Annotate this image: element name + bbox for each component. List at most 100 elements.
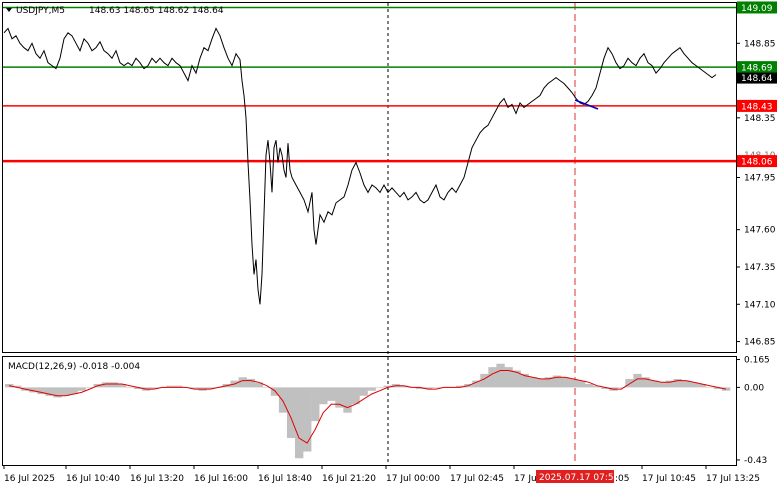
y-tick-label: 147.95 [744, 174, 776, 184]
macd-histogram-bar [415, 387, 425, 390]
macd-histogram-bar [101, 382, 111, 388]
macd-histogram-bar [45, 387, 54, 396]
macd-histogram-bar [488, 367, 497, 388]
macd-histogram-bar [673, 378, 682, 388]
price-panel-frame [2, 2, 737, 353]
macd-histogram-bar [625, 378, 634, 388]
macd-histogram-bar [254, 382, 264, 388]
x-tick-label: 16 Jul 18:40 [258, 474, 312, 484]
macd-histogram-bar [303, 387, 312, 452]
macd-histogram-bar [319, 387, 328, 405]
macd-histogram-bar [560, 377, 570, 388]
macd-histogram-bar [633, 373, 642, 388]
x-tick-label: 17 Jul 02:45 [450, 474, 504, 484]
macd-histogram-bar [496, 363, 505, 388]
ohlc-label: 148.63 148.65 148.62 148.64 [89, 6, 224, 16]
macd-histogram-bar [327, 387, 336, 401]
x-tick-partial: :05 [615, 474, 629, 484]
macd-histogram-bar [246, 378, 256, 388]
macd-histogram-bar [576, 380, 586, 388]
x-tick-label: 16 Jul 21:20 [322, 474, 376, 484]
y-tick-label: 147.35 [744, 263, 776, 273]
macd-histogram-bar [480, 373, 489, 388]
macd-histogram-bar [13, 385, 22, 388]
price-line [3, 27, 717, 305]
macd-histogram-bar [238, 377, 247, 388]
macd-histogram-bar [166, 385, 175, 388]
x-tick-label: 16 Jul 2025 [4, 474, 55, 484]
x-tick-label: 16 Jul 16:00 [194, 474, 248, 484]
macd-histogram-bar [456, 385, 465, 388]
level-label: 148.69 [741, 64, 773, 74]
macd-histogram-bar [174, 385, 183, 388]
macd-histogram-bar [713, 387, 723, 390]
macd-histogram-bar [585, 384, 594, 388]
macd-histogram-bar [552, 375, 562, 388]
macd-histogram-bar [61, 387, 70, 396]
macd-histogram-bar [472, 380, 481, 388]
macd-histogram-bar [399, 385, 409, 388]
macd-histogram-bar [278, 387, 288, 413]
y-tick-label: 147.60 [744, 226, 776, 236]
macd-histogram-bar [206, 387, 215, 390]
macd-histogram-bar [150, 387, 159, 390]
macd-histogram-bar [29, 387, 38, 393]
macd-tick-label: -0.43 [744, 456, 767, 466]
macd-histogram-bar [657, 382, 666, 388]
x-tick-label: 17 Jul 00:00 [386, 474, 440, 484]
crosshair-date-label: 2025.07.17 07:55 [539, 473, 619, 483]
y-tick-label: 148.85 [744, 39, 776, 49]
macd-histogram-bar [85, 387, 94, 388]
level-label: 148.43 [741, 102, 773, 112]
level-label: 149.09 [741, 4, 773, 14]
macd-histogram-bar [721, 387, 731, 391]
macd-histogram-bar [351, 387, 360, 405]
macd-histogram-bar [528, 377, 537, 388]
level-label-box [737, 1, 777, 14]
macd-title: MACD(12,26,9) -0.018 -0.004 [8, 362, 140, 372]
macd-histogram-bar [705, 387, 715, 388]
level-label-box [737, 155, 777, 168]
x-tick-label: 17 Jul 13:25 [706, 474, 760, 484]
macd-tick-label: 0.00 [744, 383, 764, 393]
macd-histogram-bar [117, 384, 127, 388]
macd-histogram-bar [375, 387, 384, 388]
level-label: 148.06 [741, 158, 773, 168]
macd-histogram-bar [536, 378, 546, 388]
macd-histogram-bar [544, 377, 554, 388]
macd-histogram-bar [343, 387, 352, 413]
trend-stroke [574, 99, 599, 110]
macd-histogram-bar [423, 387, 433, 390]
macd-histogram-bar [431, 387, 441, 388]
x-tick-label: 17 Jul [514, 474, 539, 484]
current-price-box [737, 72, 777, 84]
macd-signal-line [8, 370, 727, 444]
macd-histogram-bar [125, 387, 135, 388]
macd-histogram-bar [359, 387, 368, 396]
x-tick-label: 17 Jul 10:45 [642, 474, 696, 484]
macd-histogram-bar [689, 382, 699, 388]
macd-tick-label: 0.165 [744, 356, 770, 366]
macd-histogram-bar [383, 385, 392, 388]
chevron-down-icon[interactable] [6, 8, 12, 12]
y-tick-label: 146.85 [744, 338, 776, 348]
macd-histogram-bar [37, 387, 46, 395]
macd-panel-frame [2, 356, 737, 466]
macd-histogram-bar [69, 387, 78, 395]
x-tick-label: 16 Jul 10:40 [66, 474, 120, 484]
macd-histogram-bar [53, 387, 62, 398]
macd-histogram-bar [520, 373, 529, 388]
current-price-label: 148.64 [741, 74, 773, 84]
macd-histogram-bar [295, 387, 304, 459]
level-label-box [737, 99, 777, 112]
macd-histogram-bar [665, 380, 674, 388]
y-tick-label: 148.35 [744, 114, 776, 124]
macd-histogram-bar [367, 387, 376, 391]
macd-histogram-bar [617, 387, 626, 388]
macd-histogram-bar [335, 387, 344, 408]
macd-histogram-bar [697, 384, 707, 388]
macd-histogram-bar [568, 378, 578, 388]
macd-histogram-bar [286, 387, 296, 438]
symbol-label: USDJPY,M5 [16, 6, 65, 16]
